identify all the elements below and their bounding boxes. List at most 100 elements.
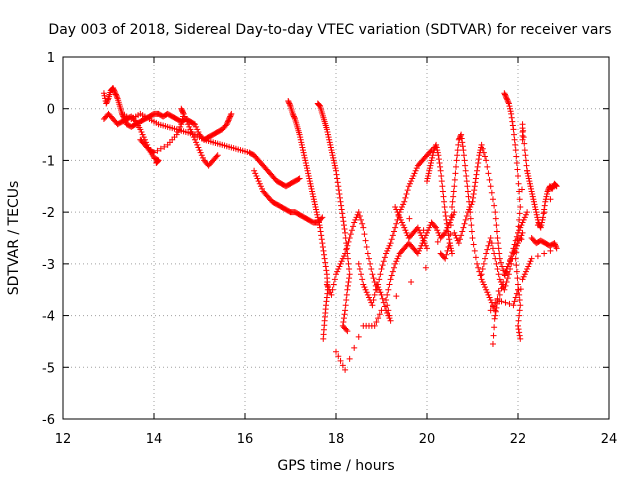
- data-point: [290, 112, 297, 119]
- data-point: [178, 107, 185, 114]
- data-point: [452, 170, 459, 177]
- data-point: [392, 203, 399, 210]
- data-point: [325, 131, 332, 138]
- plot-frame: [62, 56, 610, 420]
- data-point: [376, 286, 383, 293]
- data-point: [178, 105, 185, 112]
- data-point: [527, 183, 534, 190]
- data-point: [516, 227, 523, 234]
- data-point: [320, 247, 327, 254]
- data-point: [309, 188, 316, 195]
- data-point: [359, 276, 366, 283]
- data-point: [343, 291, 350, 298]
- data-point: [487, 307, 494, 314]
- x-tick-label: 16: [237, 432, 254, 447]
- data-point: [388, 236, 395, 243]
- data-point: [447, 222, 454, 229]
- data-point: [502, 299, 509, 306]
- data-point: [137, 126, 144, 133]
- data-point: [522, 268, 529, 275]
- data-point: [476, 152, 483, 159]
- data-point: [322, 259, 329, 266]
- data-point: [343, 246, 350, 253]
- data-point: [492, 209, 499, 216]
- data-point: [139, 131, 146, 138]
- y-tick-label: -6: [42, 413, 55, 428]
- data-point: [460, 152, 467, 159]
- data-point: [298, 139, 305, 146]
- data-point: [521, 147, 528, 154]
- data-point: [515, 317, 522, 324]
- data-point: [176, 126, 183, 133]
- data-point: [321, 255, 328, 262]
- data-point: [224, 119, 231, 126]
- data-point: [532, 203, 539, 210]
- data-point: [322, 263, 329, 270]
- data-point: [331, 160, 338, 167]
- data-point: [387, 240, 394, 247]
- data-point: [334, 179, 341, 186]
- data-point: [424, 245, 430, 252]
- data-point: [330, 154, 337, 161]
- data-point: [437, 163, 444, 170]
- data-point: [426, 167, 433, 174]
- data-point: [486, 176, 493, 183]
- data-point: [454, 147, 461, 154]
- data-point: [434, 147, 441, 154]
- data-point: [455, 136, 462, 143]
- data-point: [500, 278, 507, 285]
- data-point: [359, 220, 366, 227]
- data-point: [140, 134, 147, 141]
- data-point: [512, 294, 519, 301]
- data-point: [441, 231, 448, 238]
- data-point: [110, 86, 117, 93]
- data-point: [408, 178, 415, 185]
- series-track-7: [314, 100, 353, 335]
- data-point: [378, 266, 385, 273]
- data-point: [516, 332, 523, 339]
- data-point: [300, 147, 307, 154]
- data-point: [513, 233, 520, 240]
- data-point: [254, 175, 261, 182]
- data-point: [524, 170, 531, 177]
- data-point: [435, 156, 442, 163]
- data-point: [497, 259, 504, 266]
- data-point: [494, 266, 501, 273]
- data-point: [335, 266, 342, 273]
- data-point: [516, 312, 523, 319]
- x-tick-label: 24: [601, 432, 618, 447]
- data-point: [472, 254, 479, 261]
- data-point: [429, 152, 436, 159]
- data-point: [505, 100, 512, 107]
- data-point: [338, 258, 345, 265]
- data-point: [421, 240, 428, 247]
- data-point: [531, 201, 538, 208]
- data-point: [422, 264, 429, 271]
- data-point: [484, 163, 491, 170]
- data-point: [316, 102, 323, 109]
- data-point: [446, 240, 453, 247]
- data-point: [310, 193, 317, 200]
- data-point: [306, 178, 313, 185]
- data-point: [291, 114, 298, 121]
- data-point: [508, 114, 515, 121]
- data-point: [315, 101, 322, 108]
- data-point: [325, 284, 332, 291]
- data-point: [478, 276, 485, 283]
- data-point: [515, 326, 522, 333]
- data-point: [157, 145, 164, 152]
- data-point: [493, 300, 500, 307]
- data-point: [361, 231, 368, 238]
- data-point: [364, 250, 371, 257]
- data-point: [451, 229, 458, 236]
- data-point: [290, 113, 297, 120]
- data-point: [181, 113, 188, 120]
- data-point: [491, 202, 498, 209]
- data-point: [485, 170, 492, 177]
- data-point: [540, 210, 547, 217]
- series-track-4: [137, 105, 221, 169]
- data-point: [178, 121, 185, 128]
- data-point: [289, 110, 296, 117]
- data-point: [340, 222, 347, 229]
- data-point: [323, 281, 330, 288]
